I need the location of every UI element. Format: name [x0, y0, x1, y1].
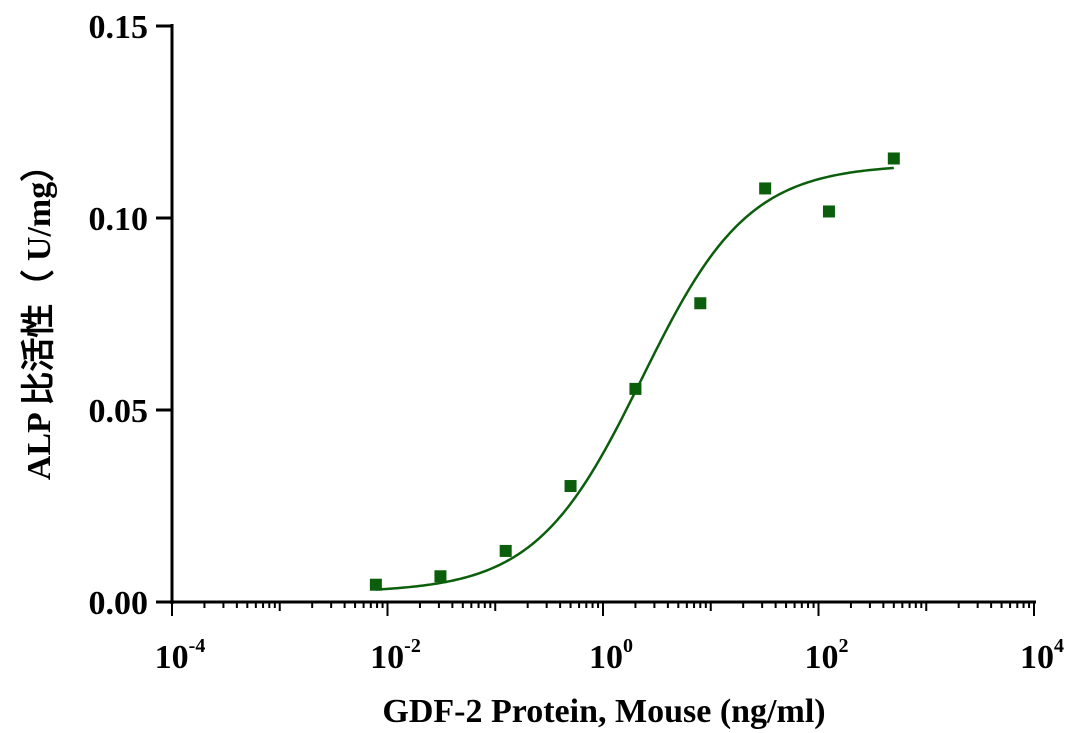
x-tick-labels: 10-4 10-2 100 102 104	[155, 635, 1064, 676]
data-point	[629, 382, 642, 395]
x-tick-label: 10-2	[370, 635, 421, 676]
tick-marks	[156, 24, 1035, 616]
data-point	[434, 570, 447, 583]
x-tick-label: 102	[805, 635, 849, 676]
fit-curve	[375, 166, 894, 591]
y-tick-label: 0.00	[89, 585, 149, 622]
data-points	[369, 152, 900, 591]
y-tick-label: 0.05	[89, 393, 149, 430]
y-tick-label: 0.10	[89, 201, 149, 238]
data-point	[694, 297, 707, 310]
x-tick-label: 104	[1020, 635, 1064, 676]
data-point	[369, 578, 382, 591]
y-tick-labels: 0.00 0.05 0.10 0.15	[89, 9, 149, 622]
data-point	[564, 480, 577, 493]
y-axis-title: ALP 比活性（ U/mg）	[19, 148, 58, 480]
data-point	[499, 544, 512, 557]
data-point	[759, 182, 772, 195]
x-tick-label: 10-4	[155, 635, 206, 676]
x-tick-label: 100	[589, 635, 633, 676]
y-tick-label: 0.15	[89, 9, 149, 46]
data-point	[822, 205, 835, 218]
data-point	[887, 152, 900, 165]
axes	[170, 24, 1036, 604]
x-axis-title: GDF-2 Protein, Mouse (ng/ml)	[382, 693, 825, 730]
